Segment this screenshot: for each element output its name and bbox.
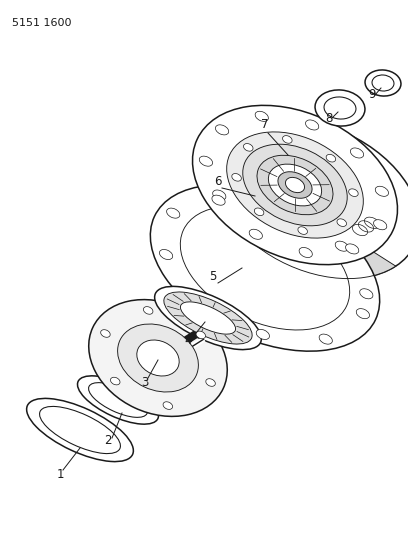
Ellipse shape — [163, 402, 173, 409]
Ellipse shape — [299, 247, 313, 257]
Ellipse shape — [372, 75, 394, 91]
Ellipse shape — [164, 292, 252, 344]
Ellipse shape — [350, 148, 364, 158]
Ellipse shape — [118, 324, 198, 392]
Ellipse shape — [356, 309, 370, 319]
Ellipse shape — [212, 195, 225, 205]
Ellipse shape — [243, 144, 347, 226]
Text: 5: 5 — [209, 270, 217, 283]
Ellipse shape — [326, 155, 336, 162]
Ellipse shape — [257, 155, 333, 215]
Ellipse shape — [194, 296, 208, 306]
Ellipse shape — [360, 289, 373, 299]
Ellipse shape — [180, 302, 235, 334]
Ellipse shape — [335, 241, 348, 251]
Ellipse shape — [324, 97, 356, 119]
Ellipse shape — [144, 306, 153, 314]
Ellipse shape — [101, 330, 110, 337]
Ellipse shape — [375, 186, 388, 196]
Ellipse shape — [315, 90, 365, 126]
Ellipse shape — [286, 177, 304, 192]
Ellipse shape — [215, 125, 229, 135]
Ellipse shape — [160, 249, 173, 260]
Text: 2: 2 — [104, 434, 112, 447]
Ellipse shape — [78, 376, 159, 424]
Ellipse shape — [256, 329, 269, 340]
Ellipse shape — [40, 407, 120, 454]
Ellipse shape — [278, 203, 291, 213]
Ellipse shape — [254, 208, 264, 216]
Ellipse shape — [196, 331, 206, 339]
Ellipse shape — [111, 377, 120, 385]
Ellipse shape — [374, 220, 387, 230]
Ellipse shape — [206, 379, 215, 386]
Ellipse shape — [166, 208, 180, 218]
Text: 9: 9 — [368, 88, 376, 101]
Ellipse shape — [89, 383, 147, 417]
Ellipse shape — [283, 135, 292, 143]
Text: 4: 4 — [184, 334, 192, 347]
Ellipse shape — [27, 398, 133, 462]
Ellipse shape — [319, 334, 333, 344]
Ellipse shape — [150, 185, 380, 351]
Ellipse shape — [155, 286, 262, 350]
Ellipse shape — [89, 300, 227, 416]
Ellipse shape — [255, 111, 268, 122]
Ellipse shape — [227, 132, 364, 238]
Ellipse shape — [232, 174, 242, 181]
Text: 3: 3 — [141, 376, 149, 389]
Ellipse shape — [298, 227, 307, 235]
Text: 8: 8 — [325, 112, 333, 125]
Ellipse shape — [244, 143, 253, 151]
Text: 1: 1 — [56, 468, 64, 481]
Ellipse shape — [346, 244, 359, 254]
Ellipse shape — [268, 164, 322, 206]
Ellipse shape — [349, 189, 358, 197]
Ellipse shape — [215, 119, 408, 279]
Polygon shape — [193, 108, 396, 279]
Text: 5151 1600: 5151 1600 — [12, 18, 71, 28]
Ellipse shape — [137, 340, 179, 376]
Ellipse shape — [199, 156, 213, 166]
Ellipse shape — [278, 172, 312, 198]
Ellipse shape — [337, 219, 346, 227]
Ellipse shape — [249, 229, 262, 239]
Ellipse shape — [213, 190, 226, 200]
Text: 7: 7 — [261, 118, 269, 131]
Text: 6: 6 — [214, 175, 222, 188]
Ellipse shape — [193, 106, 397, 264]
Ellipse shape — [365, 70, 401, 96]
Ellipse shape — [306, 120, 319, 130]
